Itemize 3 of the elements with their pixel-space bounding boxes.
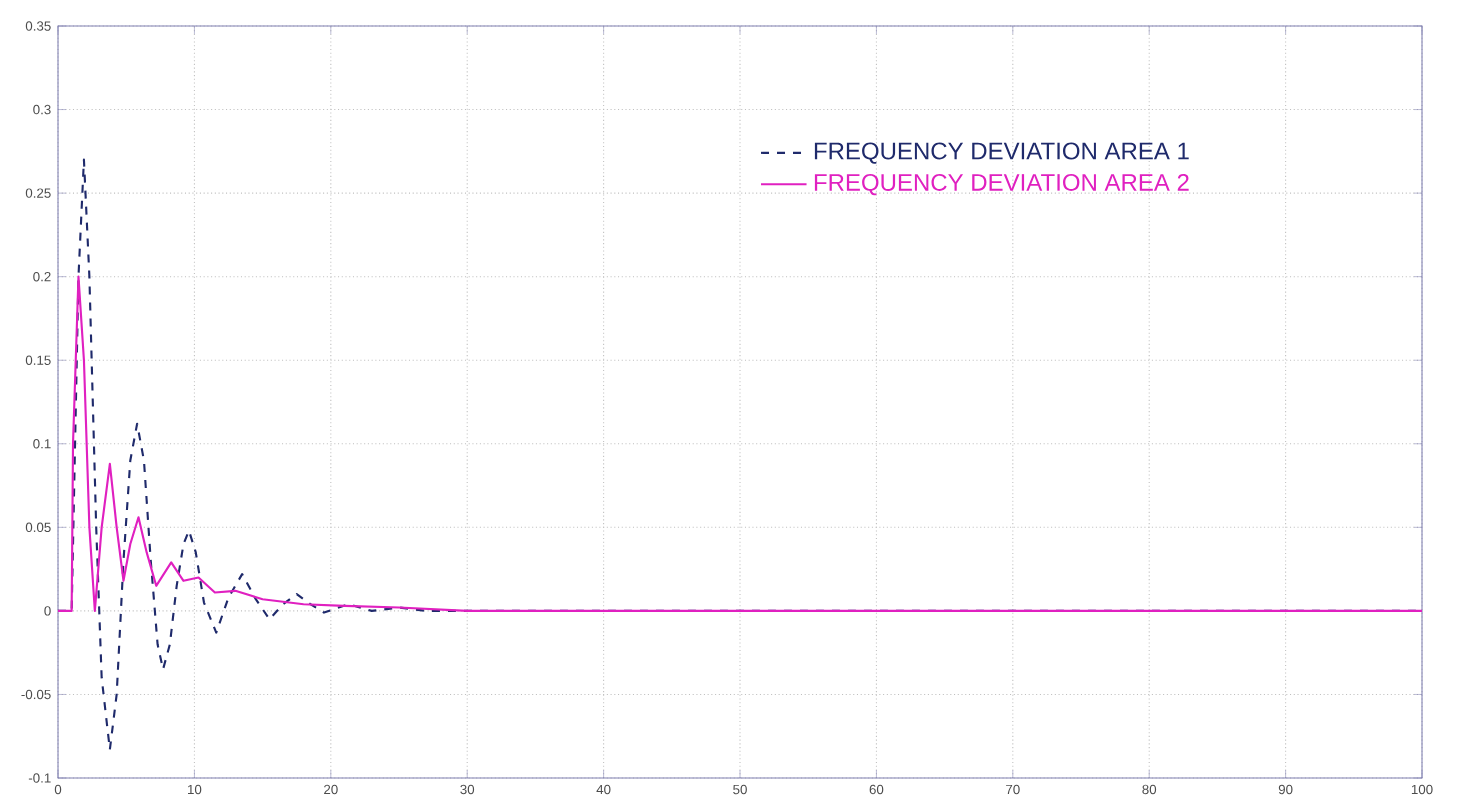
- legend-label: FREQUENCY DEVIATION AREA 1: [814, 142, 1189, 164]
- line-series: [58, 275, 1423, 612]
- legend-label: FREQUENCY DEVIATION AREA 2: [814, 173, 1189, 196]
